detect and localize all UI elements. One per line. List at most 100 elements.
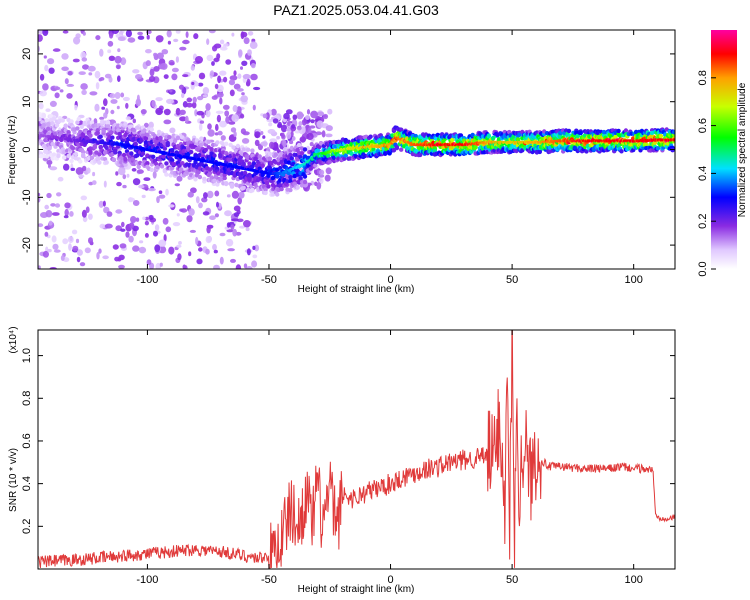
spectrogram-noise-cell (147, 187, 156, 192)
spectrogram-noise-cell (122, 174, 127, 180)
spectrogram-ridge-cell (101, 128, 106, 133)
spectrogram-noise-cell (56, 192, 62, 197)
spectrogram-ridge-cell (162, 169, 168, 174)
spectrogram-noise-cell (98, 78, 103, 82)
spectrogram-noise-cell (152, 171, 157, 179)
spectrogram-noise-cell (185, 31, 189, 38)
spectrogram-noise-cell (163, 74, 169, 79)
spectrogram-noise-cell (186, 215, 193, 223)
spectrogram-noise-cell (144, 233, 149, 238)
spectrogram-ridge-cell (88, 133, 93, 138)
spectrogram-ridge-cell (44, 154, 49, 159)
spectrogram-noise-cell (178, 84, 185, 90)
spectrogram-noise-cell (66, 83, 75, 87)
spectrogram-noise-cell (237, 197, 242, 205)
spectrogram-noise-cell (47, 58, 55, 65)
spectrogram-noise-cell (224, 43, 229, 47)
spectrogram-ridge-cell (167, 134, 172, 140)
spectrogram-noise-cell (214, 83, 219, 90)
spectrogram-noise-cell (130, 216, 137, 223)
spectrogram-noise-cell (270, 108, 277, 116)
spectrogram-noise-cell (231, 32, 235, 37)
spectrogram-ridge-cell (298, 176, 303, 181)
spectrogram-noise-cell (132, 178, 141, 186)
spectrogram-noise-cell (269, 141, 275, 149)
spectrogram-ridge-cell (517, 132, 522, 137)
spectrogram-noise-cell (289, 140, 294, 145)
spectrogram-ridge-cell (299, 151, 305, 156)
spectrogram-ridge-cell (98, 134, 103, 139)
spectrogram-noise-cell (252, 254, 258, 259)
colorbar-tick-label: 0.6 (697, 118, 709, 133)
spectrogram-ridge-cell (394, 144, 400, 150)
spectrogram-noise-cell (107, 40, 114, 47)
spectrogram-noise-cell (54, 203, 61, 208)
spectrogram-ridge-cell (98, 145, 103, 150)
spectrogram-ridge-cell (326, 153, 331, 159)
spectrogram-noise-cell (166, 98, 174, 104)
spectrogram-noise-cell (322, 113, 329, 120)
spectrogram-ridge-cell (619, 149, 624, 154)
spectrogram-noise-cell (62, 238, 69, 245)
spectrogram-noise-cell (54, 86, 61, 91)
spectrogram-noise-cell (216, 53, 221, 60)
spectrogram-noise-cell (163, 108, 171, 116)
spectrogram-noise-cell (88, 237, 93, 244)
spectrogram-noise-cell (161, 49, 169, 55)
spectrogram-noise-cell (325, 125, 333, 132)
spectrogram-ridge-cell (145, 132, 150, 137)
spectrogram-ridge-cell (130, 156, 135, 162)
spectrogram-ridge-cell (78, 159, 83, 164)
spectrogram-noise-cell (84, 247, 91, 254)
spectrogram-ridge-cell (171, 161, 176, 167)
spectrogram-noise-cell (46, 192, 52, 199)
spectrogram-noise-cell (241, 138, 250, 144)
spectrogram-ridge-cell (644, 142, 649, 147)
spectrogram-noise-cell (136, 169, 144, 174)
spectrogram-noise-cell (57, 176, 64, 182)
spectrogram-noise-cell (132, 118, 136, 124)
spectrogram-noise-cell (241, 60, 248, 66)
spectrogram-noise-cell (232, 105, 238, 112)
spectrogram-noise-cell (95, 82, 100, 90)
spectrogram-noise-cell (181, 92, 185, 99)
spectrogram-noise-cell (62, 30, 69, 34)
spectrogram-noise-cell (69, 211, 74, 217)
spectrogram-x-ticks: -100 -50 0 50 100 (136, 30, 643, 286)
spectrogram-ridge-cell (418, 152, 423, 158)
spectrogram-noise-cell (85, 206, 90, 213)
spectrogram-noise-cell (225, 116, 230, 124)
spectrogram-noise-cell (153, 230, 158, 237)
spectrogram-noise-cell (162, 217, 169, 225)
spectrogram-noise-cell (202, 94, 208, 98)
spectrogram-noise-cell (138, 184, 145, 189)
spectrogram-ridge-cell (371, 147, 376, 152)
spectrogram-noise-cell (226, 194, 231, 198)
spectrogram-noise-cell (242, 73, 251, 80)
spectrogram-noise-cell (174, 183, 180, 187)
spectrogram-noise-cell (64, 208, 69, 217)
spectrogram-noise-cell (149, 68, 155, 77)
spectrogram-noise-cell (188, 251, 192, 257)
spectrogram-noise-cell (88, 72, 93, 76)
spectrogram-noise-cell (241, 92, 245, 96)
spectrogram-noise-cell (225, 59, 232, 65)
spectrogram-noise-cell (117, 48, 121, 53)
spectrogram-noise-cell (173, 38, 179, 43)
spectrogram-noise-cell (103, 180, 107, 188)
y-tick-label: 1.0 (21, 348, 33, 363)
spectrogram-noise-cell (104, 73, 112, 79)
spectrogram-ridge-cell (46, 131, 51, 137)
spectrogram-noise-cell (52, 243, 59, 250)
spectrogram-noise-cell (145, 60, 151, 67)
spectrogram-noise-cell (60, 255, 65, 261)
spectrogram-noise-cell (127, 37, 136, 43)
spectrogram-ridge-cell (164, 161, 169, 166)
spectrogram-ridge-cell (180, 161, 185, 166)
spectrogram-noise-cell (179, 109, 186, 116)
spectrogram-ridge-cell (41, 122, 46, 128)
spectrogram-ridge-cell (97, 160, 102, 165)
spectrogram-noise-cell (215, 110, 224, 115)
spectrogram-noise-cell (206, 54, 214, 62)
spectrogram-noise-cell (205, 109, 211, 118)
